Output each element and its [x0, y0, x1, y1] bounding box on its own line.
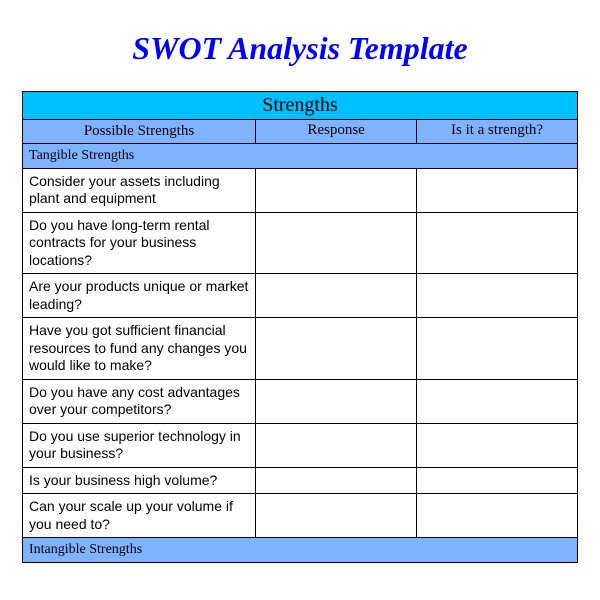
subsection-header: Intangible Strengths: [23, 538, 578, 563]
question-cell: Do you use superior technology in your b…: [23, 423, 256, 467]
table-row: Can your scale up your volume if you nee…: [23, 494, 578, 538]
response-cell: [256, 467, 417, 494]
column-header: Is it a strength?: [417, 120, 578, 144]
page-title: SWOT Analysis Template: [22, 30, 578, 67]
strength-cell: [417, 212, 578, 274]
strength-cell: [417, 168, 578, 212]
table-row: Is your business high volume?: [23, 467, 578, 494]
table-row: Do you have any cost advantages over you…: [23, 379, 578, 423]
response-cell: [256, 168, 417, 212]
strength-cell: [417, 423, 578, 467]
response-cell: [256, 274, 417, 318]
question-cell: Can your scale up your volume if you nee…: [23, 494, 256, 538]
strength-cell: [417, 379, 578, 423]
column-header: Possible Strengths: [23, 120, 256, 144]
strength-cell: [417, 467, 578, 494]
question-cell: Have you got sufficient financial resour…: [23, 318, 256, 380]
swot-table: StrengthsPossible StrengthsResponseIs it…: [22, 91, 578, 563]
table-row: Consider your assets including plant and…: [23, 168, 578, 212]
table-row: Do you have long-term rental contracts f…: [23, 212, 578, 274]
table-row: Do you use superior technology in your b…: [23, 423, 578, 467]
question-cell: Consider your assets including plant and…: [23, 168, 256, 212]
column-header: Response: [256, 120, 417, 144]
strength-cell: [417, 274, 578, 318]
response-cell: [256, 379, 417, 423]
question-cell: Are your products unique or market leadi…: [23, 274, 256, 318]
response-cell: [256, 212, 417, 274]
table-row: Are your products unique or market leadi…: [23, 274, 578, 318]
strength-cell: [417, 494, 578, 538]
response-cell: [256, 423, 417, 467]
question-cell: Do you have any cost advantages over you…: [23, 379, 256, 423]
strength-cell: [417, 318, 578, 380]
response-cell: [256, 494, 417, 538]
response-cell: [256, 318, 417, 380]
table-row: Have you got sufficient financial resour…: [23, 318, 578, 380]
question-cell: Is your business high volume?: [23, 467, 256, 494]
question-cell: Do you have long-term rental contracts f…: [23, 212, 256, 274]
section-header: Strengths: [23, 92, 578, 120]
subsection-header: Tangible Strengths: [23, 143, 578, 168]
